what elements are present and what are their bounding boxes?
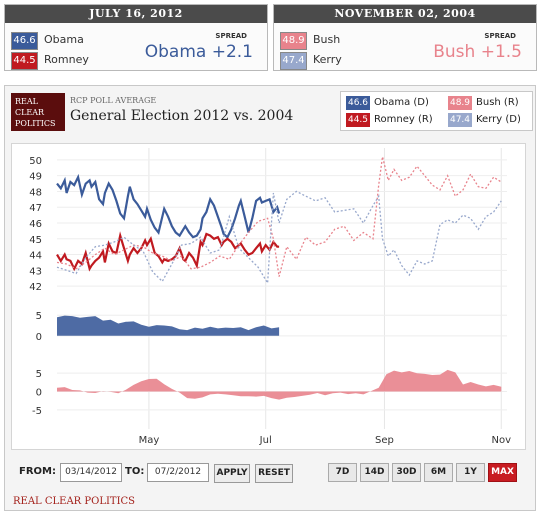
y-tick-label: 46 — [29, 219, 42, 230]
range-button-1y[interactable]: 1Y — [456, 463, 485, 482]
from-date-input[interactable]: 03/14/2012 — [60, 463, 122, 482]
candidate-name-bush: Bush — [313, 33, 341, 46]
legend-label-bush: Bush (R) — [476, 97, 519, 108]
y-tick-label: 44 — [29, 251, 42, 262]
spread-area-2012 — [57, 315, 280, 336]
logo-line: POLITICS — [15, 119, 56, 128]
candidate-row-romney: 44.5 Romney — [11, 52, 89, 70]
spread-value-2004: Bush +1.5 — [433, 42, 522, 62]
candidate-value-obama: 46.6 — [11, 32, 38, 50]
y-tick-label: -5 — [32, 406, 42, 417]
y-tick-label: 48 — [29, 187, 42, 198]
summary-box-2012: JULY 16, 2012 46.6 Obama 44.5 Romney SPREA… — [4, 4, 268, 71]
legend-value-romney: 44.5 — [346, 113, 370, 127]
y-tick-label: 45 — [29, 235, 42, 246]
rcp-logo: REAL CLEAR POLITICS — [11, 93, 65, 131]
legend-value-kerry: 47.4 — [448, 113, 472, 127]
panel-subtitle: RCP POLL AVERAGE — [70, 96, 157, 105]
candidate-value-bush: 48.9 — [280, 32, 307, 50]
y-tick-label: 5 — [36, 369, 42, 380]
legend-label-kerry: Kerry (D) — [476, 114, 521, 125]
legend-value-bush: 48.9 — [448, 96, 472, 110]
summary-box-2004: NOVEMBER 02, 2004 48.9 Bush 47.4 Kerry SPR… — [273, 4, 537, 71]
candidate-row-bush: 48.9 Bush — [280, 32, 341, 50]
legend-item-bush[interactable]: 48.9 Bush (R) — [448, 96, 519, 110]
candidate-row-kerry: 47.4 Kerry — [280, 52, 342, 70]
candidate-value-romney: 44.5 — [11, 52, 38, 70]
apply-button[interactable]: APPLY — [214, 464, 250, 483]
y-tick-label: 50 — [29, 156, 42, 167]
spread-label-2004: SPREAD — [484, 32, 516, 40]
logo-line: REAL — [15, 97, 38, 106]
from-label: FROM: — [19, 466, 56, 477]
legend-label-obama: Obama (D) — [374, 97, 429, 108]
y-tick-label: 42 — [29, 282, 42, 293]
y-tick-label: 43 — [29, 266, 42, 277]
legend-item-obama[interactable]: 46.6 Obama (D) — [346, 96, 429, 110]
legend-item-romney[interactable]: 44.5 Romney (R) — [346, 113, 433, 127]
range-button-max[interactable]: MAX — [488, 463, 517, 482]
range-button-7d[interactable]: 7D — [328, 463, 357, 482]
y-tick-label: 47 — [29, 203, 42, 214]
series-line-obama — [56, 173, 281, 239]
panel-title: General Election 2012 vs. 2004 — [70, 108, 294, 124]
reset-button[interactable]: RESET — [255, 464, 293, 483]
footer-brand: REAL CLEAR POLITICS — [13, 496, 136, 507]
range-button-30d[interactable]: 30D — [392, 463, 421, 482]
to-label: TO: — [125, 466, 145, 477]
chart-legend: 46.6 Obama (D) 48.9 Bush (R) 44.5 Romney (R… — [340, 91, 533, 131]
y-tick-label: 0 — [36, 332, 42, 343]
series-line-romney — [56, 231, 280, 272]
summary-date-2004: NOVEMBER 02, 2004 — [274, 5, 536, 23]
y-tick-label: 5 — [36, 311, 42, 322]
y-tick-label: 0 — [36, 388, 42, 399]
legend-value-obama: 46.6 — [346, 96, 370, 110]
candidate-name-kerry: Kerry — [313, 53, 342, 66]
to-date-input[interactable]: 07/2/2012 — [147, 463, 209, 482]
range-button-14d[interactable]: 14D — [360, 463, 389, 482]
poll-average-panel: REAL CLEAR POLITICS RCP POLL AVERAGE Gen… — [4, 85, 536, 511]
spread-area-2004 — [57, 369, 502, 400]
x-tick-label: Nov — [491, 435, 511, 446]
x-tick-label: Sep — [375, 435, 394, 446]
legend-label-romney: Romney (R) — [374, 114, 433, 125]
series-line-kerry — [56, 190, 502, 286]
spread-value-2012: Obama +2.1 — [144, 42, 253, 62]
x-tick-label: May — [139, 435, 160, 446]
candidate-name-romney: Romney — [44, 53, 89, 66]
summary-date-2012: JULY 16, 2012 — [5, 5, 267, 23]
y-tick-label: 49 — [29, 172, 42, 183]
legend-item-kerry[interactable]: 47.4 Kerry (D) — [448, 113, 521, 127]
logo-line: CLEAR — [15, 108, 45, 117]
candidate-row-obama: 46.6 Obama — [11, 32, 84, 50]
x-tick-label: Jul — [259, 435, 272, 446]
spread-label-2012: SPREAD — [215, 32, 247, 40]
range-button-6m[interactable]: 6M — [424, 463, 453, 482]
chart-area: May Jul Sep Nov 42 43 44 45 46 47 48 49 50 0 5 5 0 -5 — [11, 143, 526, 450]
candidate-name-obama: Obama — [44, 33, 84, 46]
candidate-value-kerry: 47.4 — [280, 52, 307, 70]
